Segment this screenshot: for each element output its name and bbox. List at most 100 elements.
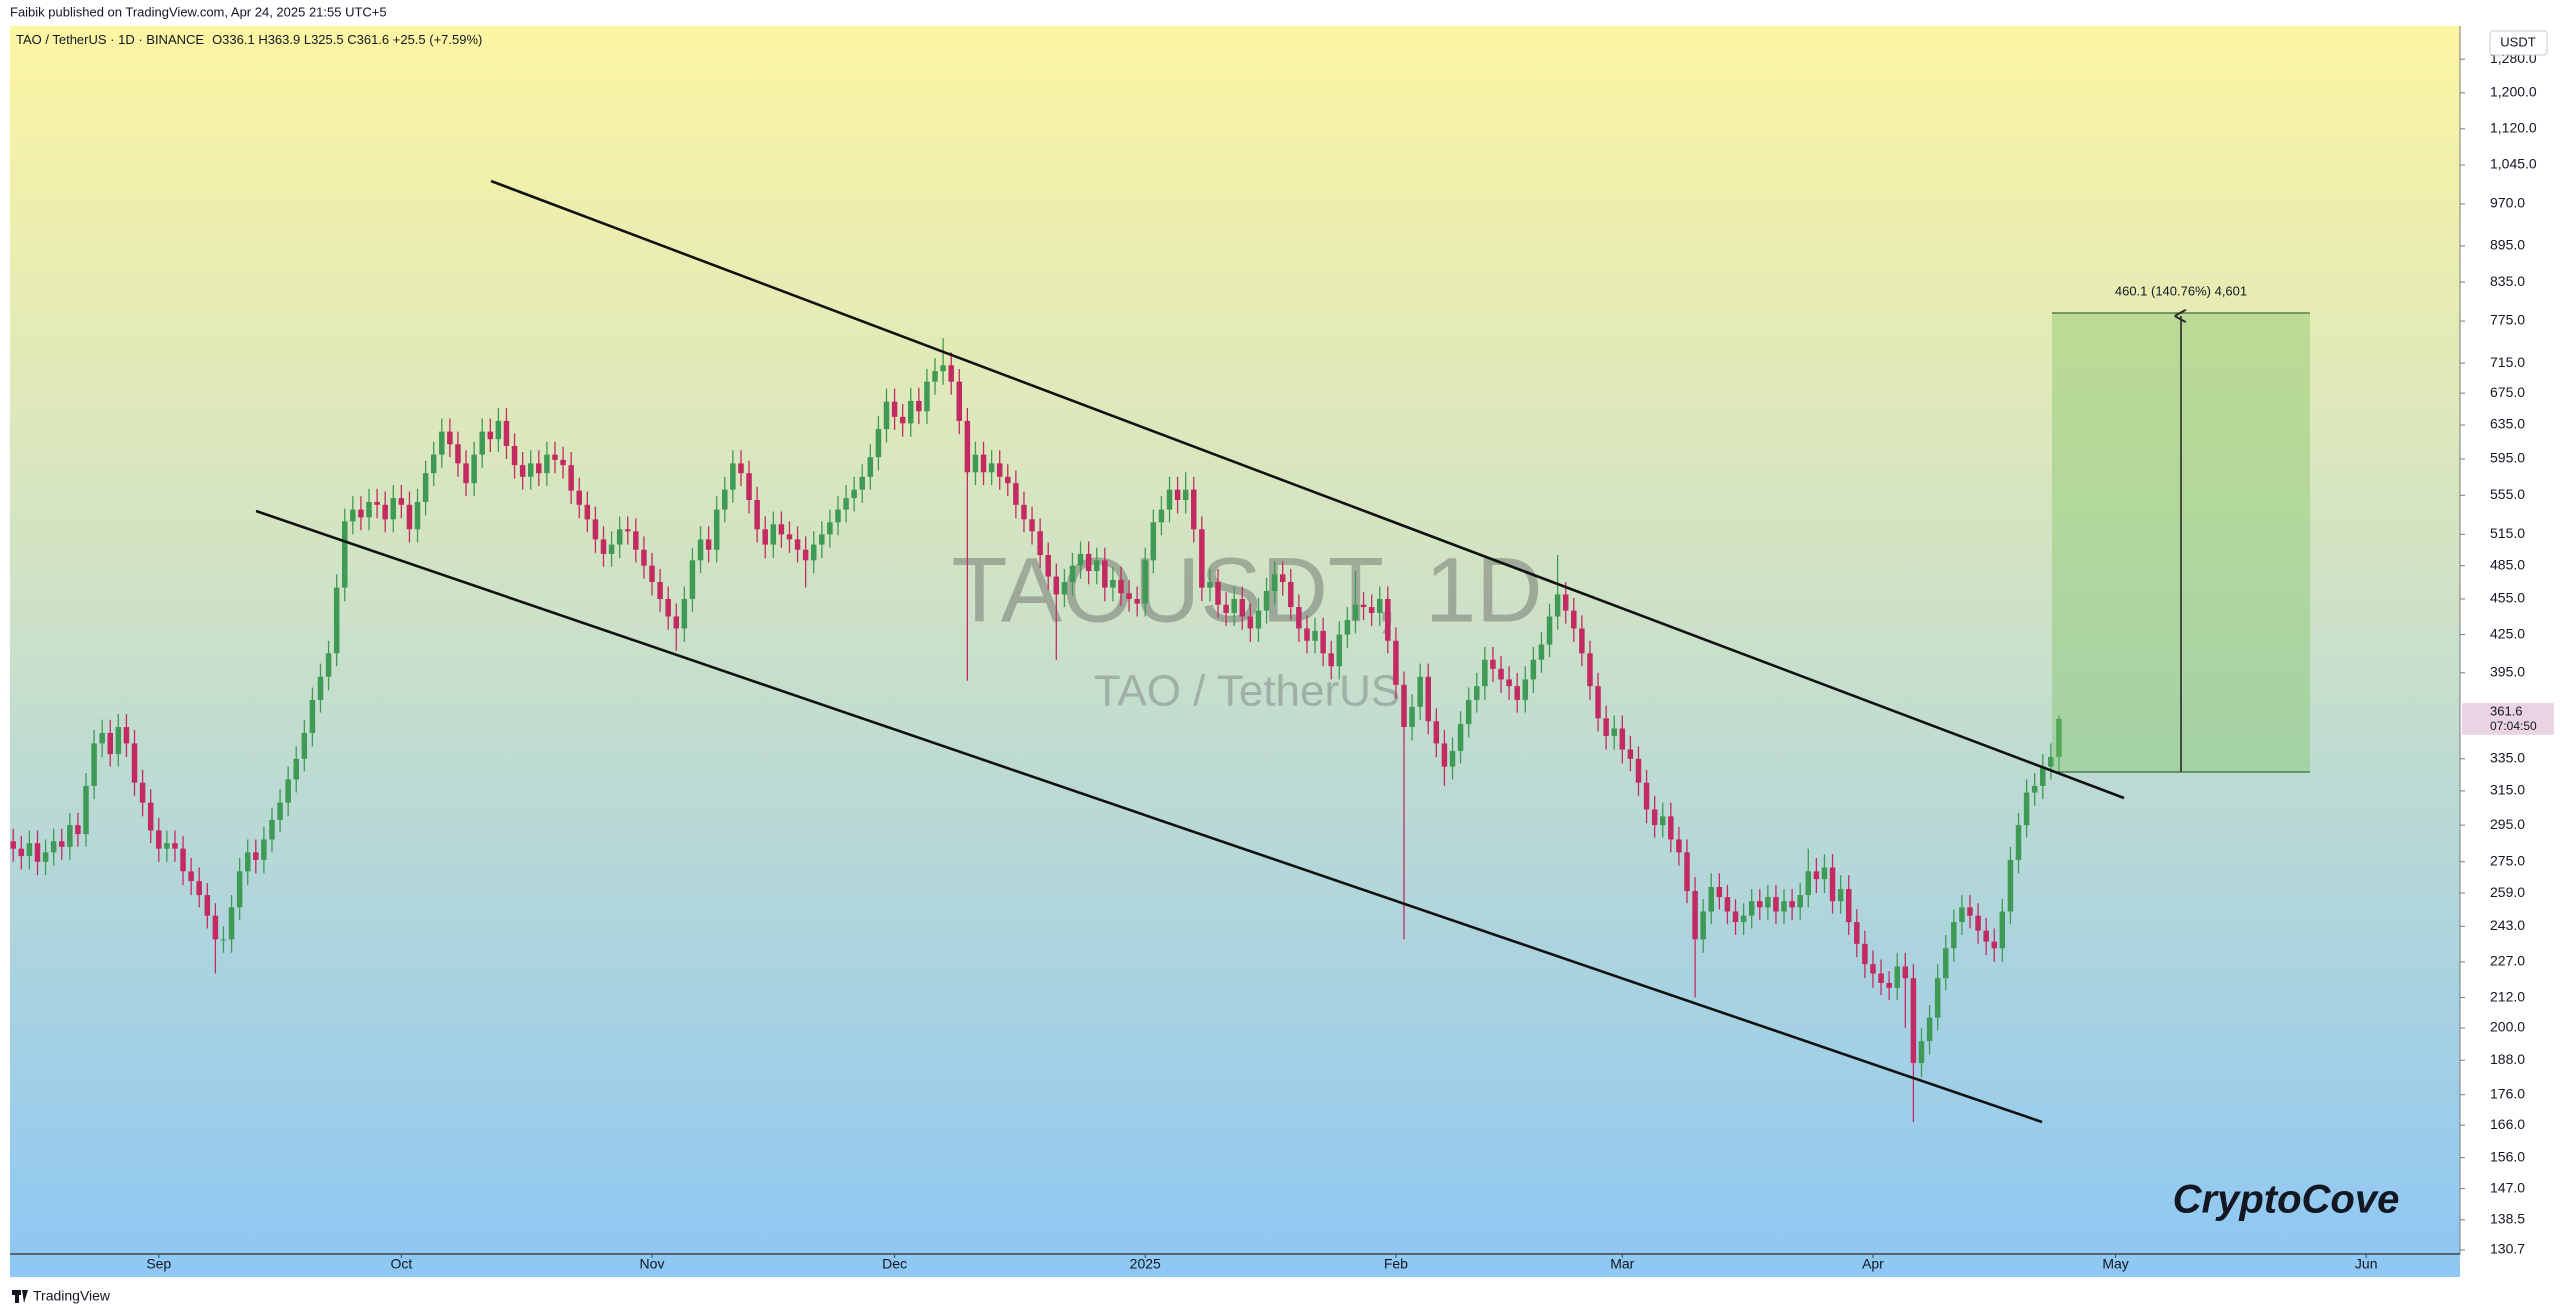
candle-body (1385, 598, 1391, 641)
candle-body (1894, 966, 1900, 988)
candle-body (107, 732, 114, 755)
candle-body (325, 653, 332, 677)
ohlc-legend: O336.1 H363.9 L325.5 C361.6 +25.5 (+7.59… (212, 32, 482, 47)
candle-body (414, 501, 421, 530)
candle-body (956, 381, 963, 421)
y-tick-label: 295.0 (2490, 816, 2525, 832)
candle-body (398, 498, 405, 505)
candle-body (1854, 922, 1860, 944)
y-tick-label: 425.0 (2490, 625, 2525, 641)
candle-body (115, 727, 122, 755)
candle-body (908, 400, 914, 424)
candle-body (1983, 930, 1989, 942)
y-tick-label: 895.0 (2490, 237, 2525, 253)
price-axis (2460, 26, 2560, 1277)
candle-body (762, 529, 768, 545)
candle-body (883, 401, 890, 430)
candle-body (1595, 686, 1601, 719)
candle-body (770, 524, 777, 545)
candle-body (422, 473, 429, 502)
price-tag-countdown: 07:04:50 (2490, 719, 2537, 733)
candle-body (738, 463, 744, 474)
candle-body (1401, 684, 1407, 728)
candle-body (794, 539, 801, 550)
y-tick-label: 335.0 (2490, 749, 2525, 765)
candle-body (657, 582, 663, 599)
candle-body (1296, 607, 1302, 629)
candle-body (1773, 897, 1779, 912)
candle-body (1312, 630, 1318, 641)
candle-body (196, 881, 202, 896)
publish-header: Faibik published on TradingView.com, Apr… (10, 4, 387, 19)
candle-body (705, 539, 712, 550)
candle-body (382, 504, 388, 520)
candle-body (487, 431, 494, 440)
candle-body (1231, 598, 1237, 613)
candle-body (1207, 582, 1213, 588)
candle-body (236, 871, 243, 908)
watermark-subtitle: TAO / TetherUS (1094, 667, 1400, 716)
candle-body (2007, 859, 2014, 912)
candle-body (1684, 852, 1690, 892)
x-tick-label: Sep (146, 1256, 171, 1272)
candle-body (1635, 758, 1642, 783)
candle-body (932, 371, 938, 382)
y-tick-label: 156.0 (2490, 1148, 2525, 1164)
candle-body (819, 534, 825, 545)
candle-body (285, 779, 291, 803)
candle-body (180, 848, 186, 872)
candle-body (1554, 594, 1561, 617)
candle-body (980, 454, 987, 473)
candle-body (2040, 766, 2046, 786)
logo-part (15, 1290, 19, 1303)
candle-body (568, 465, 574, 491)
candle-body (1951, 922, 1957, 949)
candle-body (1247, 616, 1254, 629)
candle-body (131, 743, 138, 783)
candle-body (1781, 901, 1787, 912)
candle-body (253, 852, 259, 860)
candle-body (1441, 743, 1448, 767)
candle-body (1757, 901, 1763, 908)
candle-body (1627, 749, 1634, 759)
candle-body (1659, 816, 1666, 826)
candle-body (1110, 579, 1116, 588)
candle-body (1546, 616, 1553, 645)
candle-body (1021, 504, 1027, 520)
candle-body (924, 381, 930, 412)
candle-body (1530, 659, 1537, 680)
candle-body (1037, 531, 1043, 556)
candle-body (730, 463, 736, 490)
footer (0, 1277, 2560, 1314)
candle-body (1506, 679, 1512, 687)
y-tick-label: 775.0 (2490, 312, 2525, 328)
currency-label: USDT (2500, 34, 2535, 49)
candle-body (1878, 973, 1884, 983)
candle-body (1239, 598, 1246, 617)
candle-body (99, 732, 105, 744)
candle-body (390, 498, 397, 520)
candle-body (1514, 686, 1520, 700)
candle-body (42, 852, 49, 862)
candle-body (616, 529, 623, 545)
candle-body (1376, 598, 1383, 613)
candle-body (827, 522, 833, 535)
candle-body (1150, 522, 1157, 561)
candle-body (1902, 966, 1909, 979)
candle-body (1821, 867, 1828, 880)
candle-body (293, 758, 299, 780)
y-tick-label: 395.0 (2490, 663, 2525, 679)
logo-part (22, 1290, 28, 1303)
candle-body (204, 895, 211, 916)
candle-body (802, 549, 809, 561)
candle-body (1093, 560, 1100, 572)
candle-body (139, 782, 146, 803)
candle-body (350, 509, 356, 522)
y-tick-label: 166.0 (2490, 1116, 2525, 1132)
candle-body (1587, 653, 1593, 687)
candle-body (471, 454, 477, 484)
candle-body (147, 802, 154, 831)
candle-body (2031, 785, 2038, 793)
candle-body (754, 500, 760, 530)
candle-body (503, 420, 510, 446)
